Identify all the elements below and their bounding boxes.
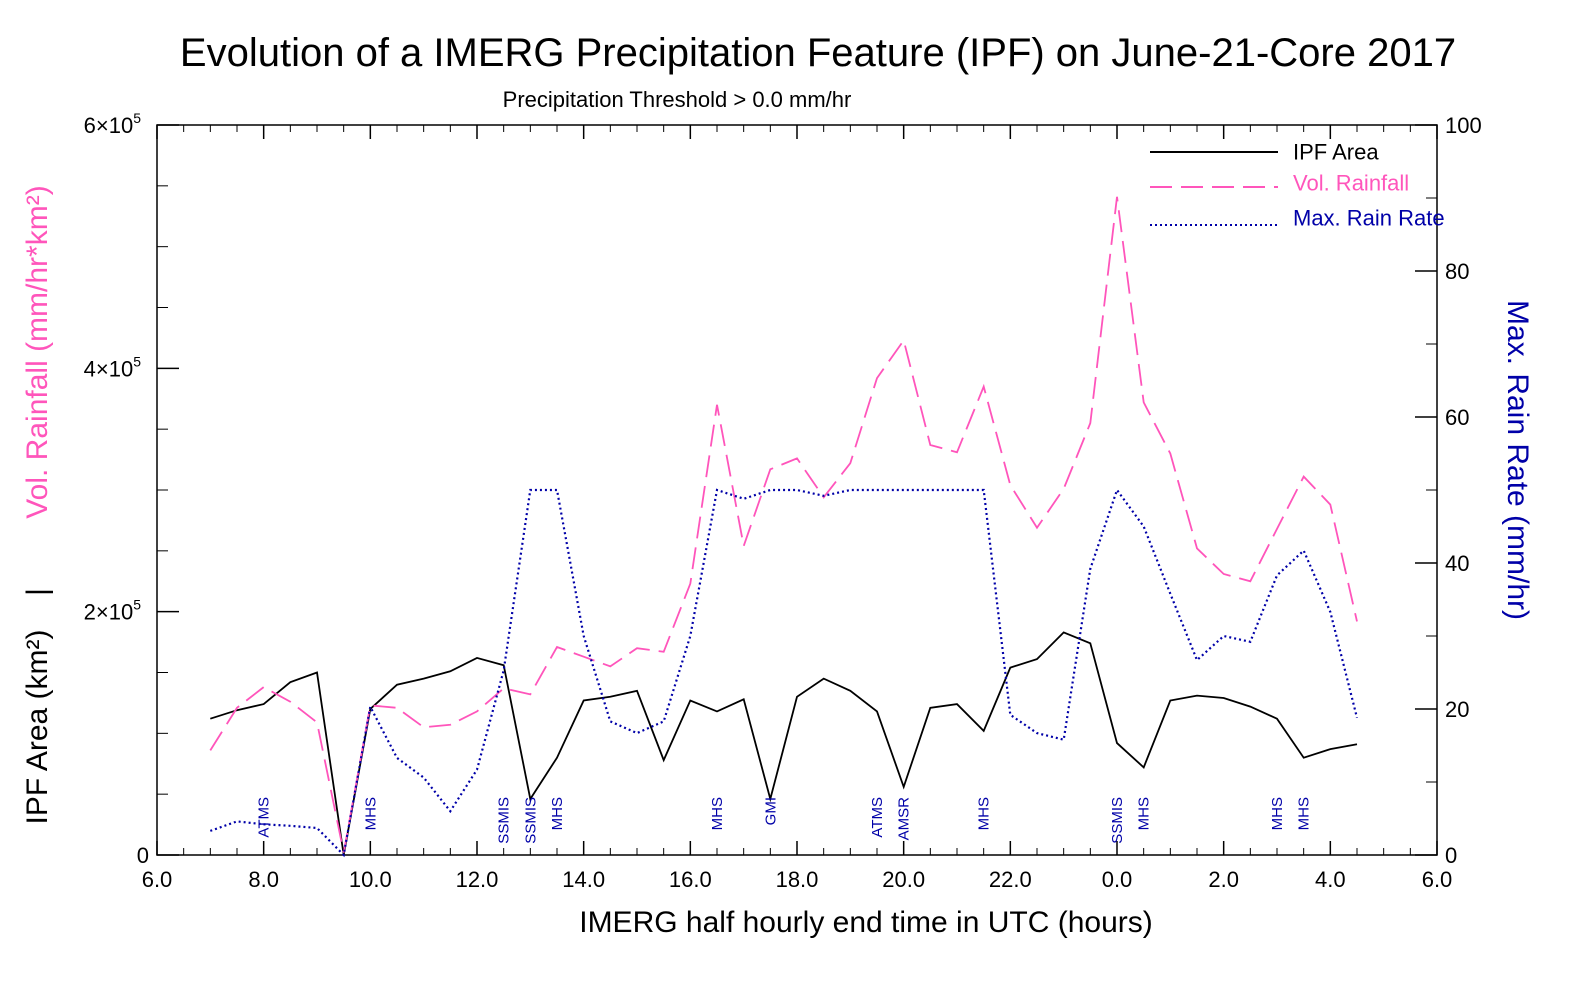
y-axis-label-area: IPF Area (km²) [21,629,54,824]
x-tick-label: 4.0 [1315,867,1346,892]
x-tick-label: 6.0 [1422,867,1453,892]
legend-label-ipf-area: IPF Area [1293,140,1379,165]
right-tick-label: 100 [1445,113,1482,138]
series-line-rain [209,196,1358,853]
annotation-gmi: GMI [762,797,779,825]
x-axis-label: IMERG half hourly end time in UTC (hours… [579,906,1153,939]
left-tick-label: 2×105 [84,597,142,625]
x-tick-label: 10.0 [349,867,392,892]
annotation-mhs: MHS [1136,797,1153,830]
annotation-mhs: MHS [709,797,726,830]
legend: IPF Area Vol. Rainfall Max. Rain Rate [1150,140,1445,231]
right-axis-ticks: 0 20 40 60 80 100 [1415,113,1482,868]
right-tick-label: 80 [1445,259,1469,284]
x-tick-label: 20.0 [882,867,925,892]
x-tick-label: 6.0 [142,867,173,892]
right-tick-label: 20 [1445,697,1469,722]
axes-frame [156,124,1438,856]
annotation-amsr: AMSR [896,797,913,841]
series-line-rate [209,487,1359,858]
left-tick-label: 4×105 [84,353,142,381]
left-axis-ticks: 0 2×105 4×105 6×105 [84,110,179,868]
right-tick-label: 0 [1445,843,1457,868]
annotation-atms: ATMS [256,797,273,838]
legend-label-max-rain-rate: Max. Rain Rate [1293,206,1445,231]
x-tick-label: 8.0 [248,867,279,892]
annotation-mhs: MHS [549,797,566,830]
x-tick-label: 0.0 [1102,867,1133,892]
x-tick-label: 12.0 [456,867,499,892]
annotation-ssmis: SSMIS [522,797,539,844]
annotation-mhs: MHS [362,797,379,830]
right-tick-label: 60 [1445,405,1469,430]
satellite-annotations: ATMS MHS SSMIS SSMIS MHS MHS GMI ATMS AMSR MHS SSM… [256,797,1313,844]
left-tick-exponent: 5 [133,353,141,369]
x-axis-ticks: 6.0 8.0 10.0 12.0 14.0 16.0 18.0 20.0 22.0 0.0 2.0… [142,125,1453,892]
x-tick-label: 2.0 [1208,867,1239,892]
annotation-ssmis: SSMIS [1109,797,1126,844]
annotation-mhs: MHS [1296,797,1313,830]
x-tick-label: 22.0 [989,867,1032,892]
x-tick-label: 14.0 [562,867,605,892]
chart-title: Evolution of a IMERG Precipitation Featu… [180,31,1456,75]
chart-subtitle: Precipitation Threshold > 0.0 mm/hr [503,87,852,112]
y-axis-label-rainfall: Vol. Rainfall (mm/hr*km²) [21,185,54,518]
plot-frame [156,124,1438,856]
left-tick-label: 6×105 [84,110,142,138]
left-tick-exponent: 5 [133,110,141,126]
left-tick-label: 0 [137,843,149,868]
y-axis-label-rain-rate: Max. Rain Rate (mm/hr) [1501,300,1534,620]
y-axis-label-separator: | [21,588,54,596]
right-tick-label: 40 [1445,551,1469,576]
series-line-area [210,631,1358,856]
series-layer [209,196,1359,858]
left-tick-exponent: 5 [133,597,141,613]
legend-label-vol-rainfall: Vol. Rainfall [1293,171,1409,196]
annotation-mhs: MHS [976,797,993,830]
x-tick-label: 18.0 [776,867,819,892]
annotation-mhs: MHS [1269,797,1286,830]
x-tick-label: 16.0 [669,867,712,892]
annotation-ssmis: SSMIS [496,797,513,844]
annotation-atms: ATMS [869,797,886,838]
